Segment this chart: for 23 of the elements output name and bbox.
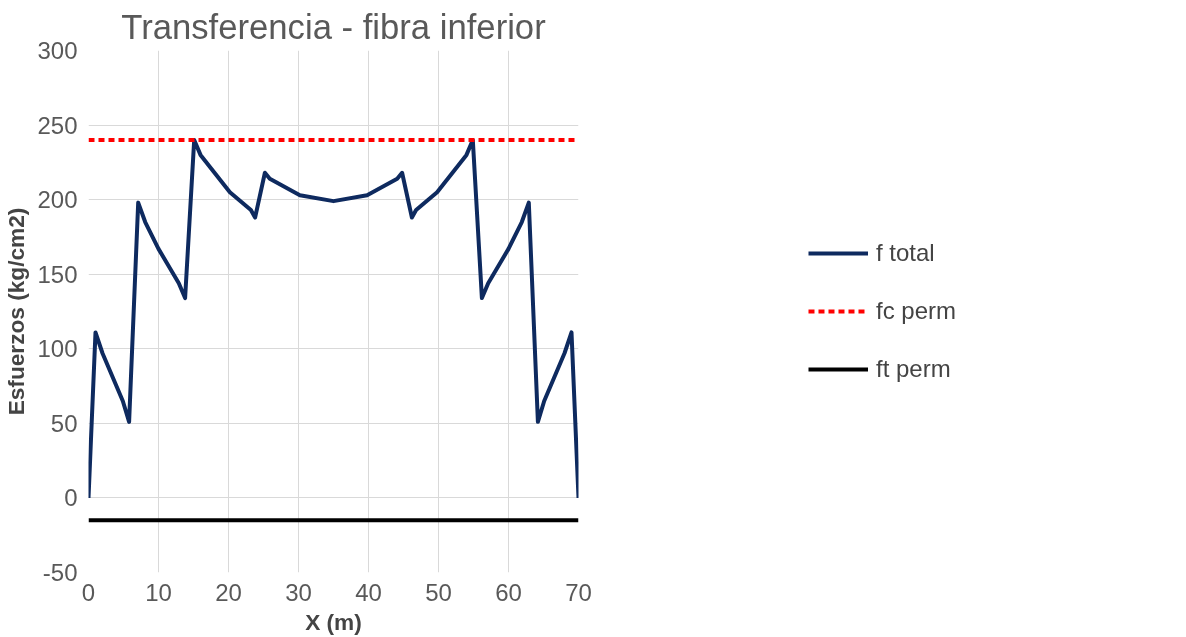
y-tick-label: 150 — [37, 260, 78, 288]
x-tick-label: 30 — [285, 578, 312, 606]
y-tick-label: 0 — [64, 484, 78, 512]
y-tick-label: -50 — [42, 559, 78, 586]
y-axis-title: Esfuerzos (kg/cm2) — [3, 207, 30, 416]
x-tick-label: 60 — [495, 578, 522, 606]
y-tick-label: 300 — [37, 37, 78, 64]
y-tick-label: 250 — [37, 111, 78, 139]
chart-title: Transferencia - fibra inferior — [121, 7, 546, 46]
legend-label: fc perm — [875, 297, 957, 325]
y-tick-label: 50 — [50, 409, 78, 437]
x-tick-label: 20 — [215, 578, 242, 606]
x-tick-label: 50 — [425, 578, 452, 606]
line-series — [88, 137, 579, 500]
x-tick-label: 70 — [565, 578, 592, 606]
legend-label: f total — [875, 239, 935, 267]
x-axis-title: X (m) — [305, 608, 362, 635]
x-tick-label: 0 — [81, 578, 96, 606]
x-tick-label: 40 — [355, 578, 382, 606]
y-tick-label: 200 — [37, 186, 78, 214]
legend-label: ft perm — [875, 355, 951, 383]
y-tick-label: 100 — [37, 335, 78, 363]
x-tick-label: 10 — [145, 578, 172, 606]
